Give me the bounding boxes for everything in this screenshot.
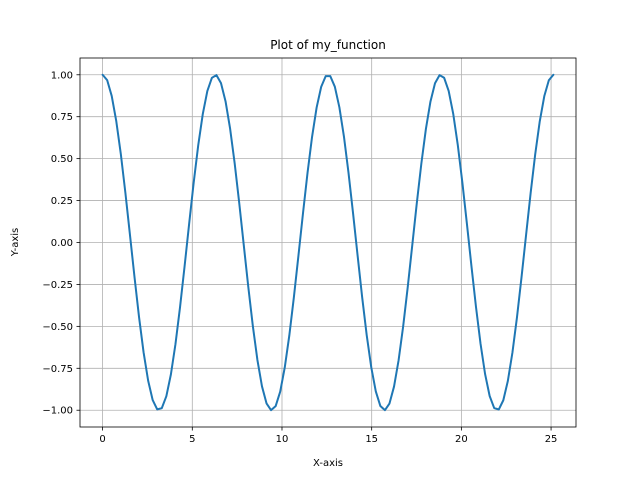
x-tick-label: 0 (99, 434, 105, 445)
x-ticks: 0 5 10 15 20 25 (99, 427, 557, 445)
y-tick-label: 0.25 (51, 196, 73, 207)
y-tick-label: 0.00 (51, 238, 73, 249)
x-axis-label: X-axis (313, 458, 343, 469)
chart-title: Plot of my_function (270, 38, 386, 52)
grid-lines (80, 58, 576, 427)
y-tick-label: −0.75 (42, 364, 73, 375)
x-tick-label: 10 (276, 434, 289, 445)
y-tick-label: −0.25 (42, 280, 73, 291)
x-tick-label: 15 (365, 434, 378, 445)
y-ticks: 1.00 0.75 0.50 0.25 0.00 −0.25 −0.50 −0.75 −1.00 (42, 70, 80, 417)
y-tick-label: 1.00 (51, 70, 73, 81)
series-layer (101, 73, 555, 412)
series-line (101, 73, 555, 412)
y-axis-label: Y-axis (10, 228, 21, 258)
x-tick-label: 20 (455, 434, 468, 445)
x-tick-label: 5 (189, 434, 195, 445)
y-tick-label: 0.75 (51, 112, 73, 123)
y-tick-label: −0.50 (42, 322, 73, 333)
y-tick-label: −1.00 (42, 406, 73, 417)
y-tick-label: 0.50 (51, 154, 73, 165)
x-tick-label: 25 (545, 434, 558, 445)
